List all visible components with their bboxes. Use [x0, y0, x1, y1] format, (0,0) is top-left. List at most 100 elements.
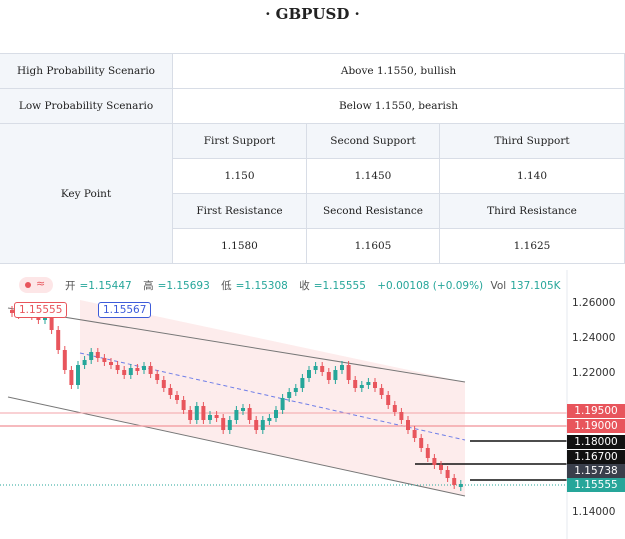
- candle-body: [313, 366, 318, 370]
- candle-body: [353, 380, 358, 388]
- candle-body: [89, 352, 94, 360]
- candle-body: [161, 380, 166, 388]
- channel-fill: [80, 300, 465, 496]
- price-label-6: 1.15555: [567, 478, 625, 492]
- candle-body: [274, 410, 278, 418]
- candle-body: [386, 395, 391, 405]
- candle-body: [412, 430, 417, 438]
- low-label: 低: [221, 280, 232, 292]
- high-value: =1.15693: [157, 280, 210, 292]
- candle-body: [425, 448, 430, 458]
- price-chart[interactable]: ≈ 开 =1.15447 高 =1.15693 低 =1.15308 收 =1.1555…: [0, 270, 625, 539]
- candle-body: [69, 370, 74, 385]
- candle-body: [148, 366, 153, 374]
- y-tick-4: 1.14000: [572, 506, 616, 518]
- ohlc-readout: 开 =1.15447 高 =1.15693 低 =1.15308 收 =1.15555 …: [65, 278, 569, 293]
- candle-body: [333, 370, 338, 380]
- high-scenario-label: High Probability Scenario: [0, 54, 173, 89]
- high-scenario-value: Above 1.1550, bullish: [173, 54, 625, 89]
- candle-body: [392, 405, 397, 412]
- candle-body: [62, 350, 67, 370]
- third-support-header: Third Support: [440, 124, 625, 159]
- candle-body: [128, 368, 133, 375]
- first-resistance-header: First Resistance: [173, 194, 307, 229]
- first-support-header: First Support: [173, 124, 307, 159]
- candle-body: [95, 352, 100, 358]
- candle-body: [109, 362, 113, 365]
- candle-body: [287, 392, 292, 398]
- candle-body: [300, 378, 305, 388]
- candle-body: [10, 310, 14, 313]
- dot-icon: [25, 282, 31, 288]
- second-support-value: 1.1450: [307, 159, 440, 194]
- low-scenario-value: Below 1.1550, bearish: [173, 89, 625, 124]
- candle-body: [458, 484, 463, 487]
- third-support-value: 1.140: [440, 159, 625, 194]
- candle-body: [307, 370, 311, 378]
- price-tag-blue[interactable]: 1.15567: [98, 302, 152, 318]
- candle-body: [227, 420, 232, 430]
- candle-body: [320, 366, 325, 372]
- candle-body: [201, 406, 206, 420]
- price-label-5: 1.15738: [567, 464, 625, 478]
- candle-body: [36, 316, 41, 320]
- candle-body: [168, 388, 173, 395]
- candle-body: [241, 408, 245, 411]
- low-value: =1.15308: [235, 280, 288, 292]
- first-resistance-value: 1.1580: [173, 229, 307, 264]
- candle-body: [267, 418, 272, 421]
- second-support-header: Second Support: [307, 124, 440, 159]
- y-tick-2: 1.24000: [572, 332, 616, 344]
- candle-body: [175, 395, 179, 400]
- open-value: =1.15447: [79, 280, 132, 292]
- close-label: 收: [299, 280, 310, 292]
- candle-body: [340, 365, 344, 370]
- open-label: 开: [65, 280, 76, 292]
- candle-body: [452, 478, 457, 485]
- candle-body: [49, 314, 54, 330]
- candle-body: [366, 382, 371, 385]
- candle-body: [188, 410, 193, 420]
- low-scenario-label: Low Probability Scenario: [0, 89, 173, 124]
- third-resistance-header: Third Resistance: [440, 194, 625, 229]
- y-tick-3: 1.22000: [572, 367, 616, 379]
- second-resistance-header: Second Resistance: [307, 194, 440, 229]
- price-tag-red[interactable]: 1.15555: [14, 302, 68, 318]
- change-value: +0.00108 (+0.09%): [377, 280, 484, 292]
- candle-body: [373, 382, 377, 388]
- candle-body: [76, 365, 80, 385]
- candle-body: [194, 406, 199, 420]
- candle-body: [122, 370, 127, 375]
- price-label-3: 1.18000: [567, 435, 625, 449]
- candle-body: [142, 366, 146, 370]
- page-title: · GBPUSD ·: [265, 5, 360, 23]
- chart-canvas[interactable]: [0, 270, 625, 539]
- close-value: =1.15555: [313, 280, 366, 292]
- candle-body: [102, 358, 107, 362]
- candle-body: [445, 470, 450, 478]
- candle-body: [432, 458, 437, 465]
- key-point-label: Key Point: [0, 124, 173, 264]
- price-label-1: 1.19500: [567, 404, 625, 418]
- candle-body: [293, 388, 298, 392]
- candle-body: [359, 385, 364, 388]
- high-label: 高: [143, 280, 154, 292]
- candle-body: [135, 368, 140, 371]
- wave-icon[interactable]: ≈: [19, 277, 53, 293]
- y-tick-1: 1.26000: [572, 297, 616, 309]
- candle-body: [247, 408, 252, 420]
- channel-upper-line[interactable]: [7, 307, 466, 383]
- first-support-value: 1.150: [173, 159, 307, 194]
- candle-body: [379, 388, 384, 395]
- candle-body: [346, 365, 351, 380]
- candle-body: [181, 400, 186, 410]
- price-label-2: 1.19000: [567, 419, 625, 433]
- candle-body: [234, 410, 239, 420]
- vol-label: Vol: [490, 280, 507, 292]
- second-resistance-value: 1.1605: [307, 229, 440, 264]
- candle-body: [439, 465, 443, 470]
- candle-body: [115, 365, 120, 370]
- candle-body: [214, 415, 219, 418]
- candle-body: [82, 360, 87, 365]
- candle-body: [208, 415, 212, 420]
